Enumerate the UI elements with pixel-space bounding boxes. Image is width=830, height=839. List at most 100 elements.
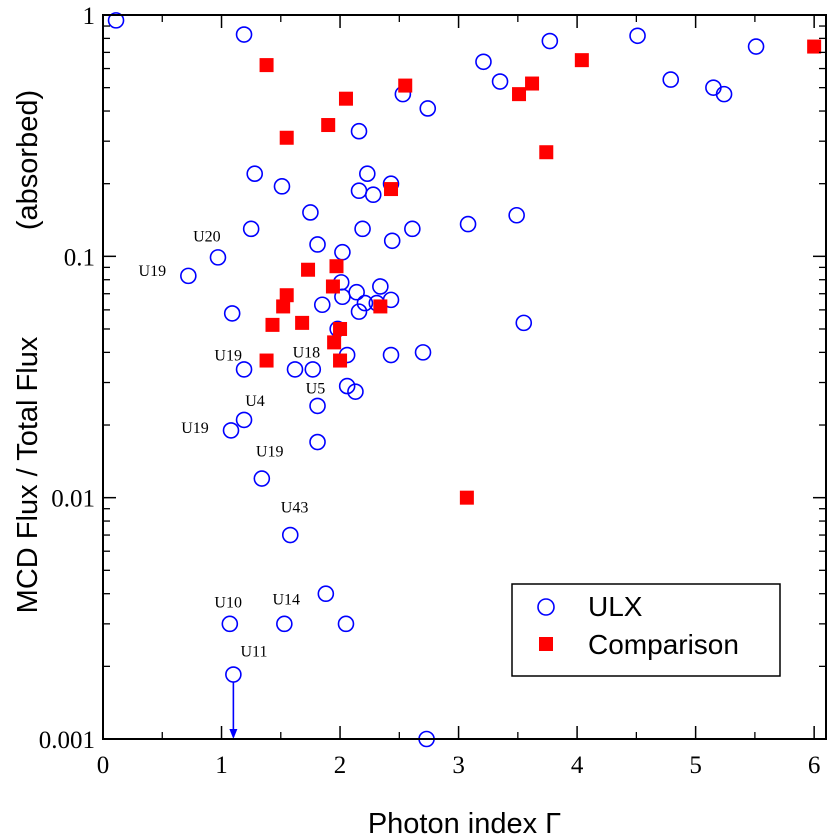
ulx-point	[334, 288, 351, 306]
ulx-point	[304, 361, 322, 378]
ulx-point	[356, 294, 374, 312]
x-tick-label: 2	[334, 752, 347, 779]
ulx-point	[364, 186, 382, 204]
ulx-point	[242, 220, 260, 238]
plot-frame	[102, 14, 827, 740]
ulx-point	[302, 204, 319, 221]
comparison-point	[279, 288, 294, 303]
ulx-point	[223, 305, 241, 322]
ulx-point	[209, 249, 227, 266]
point-annotation: U19	[256, 444, 284, 461]
legend-marker-comparison	[539, 637, 553, 651]
point-annotation: U19	[214, 348, 242, 365]
x-axis-title: Photon index Γ	[368, 808, 561, 839]
y-tick-label: 1	[83, 3, 96, 30]
comparison-point	[398, 78, 413, 93]
comparison-point	[373, 299, 388, 314]
ulx-point	[515, 314, 533, 332]
comparison-point	[333, 353, 348, 368]
ulx-point	[281, 526, 299, 544]
ulx-point	[354, 220, 371, 238]
ulx-point	[309, 433, 326, 451]
comparison-point	[338, 91, 353, 106]
ulx-point	[372, 278, 389, 295]
ulx-point	[705, 79, 722, 96]
ulx-point	[404, 220, 421, 238]
ulx-point	[348, 283, 365, 301]
comparison-point	[327, 335, 342, 350]
ulx-point	[235, 361, 253, 378]
point-annotation: U19	[139, 263, 167, 280]
ulx-point	[359, 165, 376, 182]
legend: ULX Comparison	[511, 583, 781, 677]
ulx-point	[253, 470, 271, 487]
ulx-point	[246, 165, 264, 182]
ulx-point	[273, 178, 291, 195]
ulx-point	[309, 397, 326, 415]
ulx-point	[419, 100, 437, 117]
x-tick-label: 4	[571, 752, 584, 779]
ulx-point	[629, 27, 646, 45]
ulx-point	[276, 615, 293, 633]
x-tick-label: 1	[215, 752, 228, 779]
ulx-point	[350, 122, 368, 140]
ulx-point	[221, 615, 239, 633]
ulx-point	[383, 232, 401, 250]
y-axis-title: MCD Flux / Total Flux	[12, 336, 44, 613]
comparison-point	[525, 76, 540, 91]
comparison-point	[279, 130, 294, 145]
point-annotation: U43	[281, 499, 309, 516]
y-tick-label: 0.001	[39, 727, 95, 754]
ulx-point	[313, 296, 331, 314]
comparison-point	[384, 182, 399, 197]
comparison-point	[259, 353, 274, 368]
x-tick-label: 5	[689, 752, 702, 779]
comparison-point	[329, 259, 344, 274]
comparison-point	[325, 279, 340, 294]
x-tick-label: 0	[97, 752, 110, 779]
comparison-point	[301, 262, 316, 277]
point-annotation: U20	[193, 229, 221, 246]
ulx-point	[350, 182, 368, 200]
comparison-point	[321, 118, 336, 133]
comparison-point	[574, 53, 589, 68]
ulx-point	[414, 344, 432, 361]
ulx-point	[662, 71, 680, 88]
comparison-point	[512, 87, 527, 102]
ulx-point	[286, 361, 304, 378]
comparison-point	[333, 321, 348, 336]
legend-label-comparison: Comparison	[588, 629, 739, 660]
point-annotation: U14	[272, 592, 300, 609]
ulx-point	[715, 85, 733, 103]
legend-marker-ulx	[537, 598, 555, 616]
ulx-point	[334, 243, 351, 261]
point-annotation: U18	[293, 345, 321, 362]
ulx-point	[747, 38, 765, 55]
legend-box	[511, 583, 781, 677]
comparison-point	[259, 58, 274, 73]
ulx-point	[107, 12, 125, 29]
comparison-point	[276, 299, 291, 314]
ulx-point	[491, 73, 509, 90]
point-annotation: U11	[240, 643, 267, 660]
ulx-point	[317, 585, 335, 603]
y-axis-title-note: (absorbed)	[12, 90, 44, 230]
chart-axes: 0 1 2 3 4 5 6 0.001 0.01 0.1 1	[39, 3, 826, 779]
chart-marks: U20 U19 U19 U18 U5 U4 U19 U19 U43 U10 U14 U11	[107, 12, 822, 748]
ulx-point	[338, 377, 356, 395]
legend-label-ulx: ULX	[588, 591, 643, 622]
ulx-point	[235, 411, 253, 429]
comparison-point	[459, 490, 474, 505]
ulx-point	[337, 615, 355, 633]
comparison-point	[265, 317, 280, 332]
ulx-point	[475, 53, 492, 71]
y-tick-label: 0.1	[64, 244, 95, 271]
point-annotation: U19	[181, 420, 209, 437]
ulx-point	[309, 236, 326, 253]
ulx-point	[347, 383, 364, 400]
comparison-point	[807, 39, 822, 54]
ulx-point	[541, 32, 559, 50]
ulx-point	[350, 303, 368, 320]
ulx-point	[235, 26, 253, 43]
